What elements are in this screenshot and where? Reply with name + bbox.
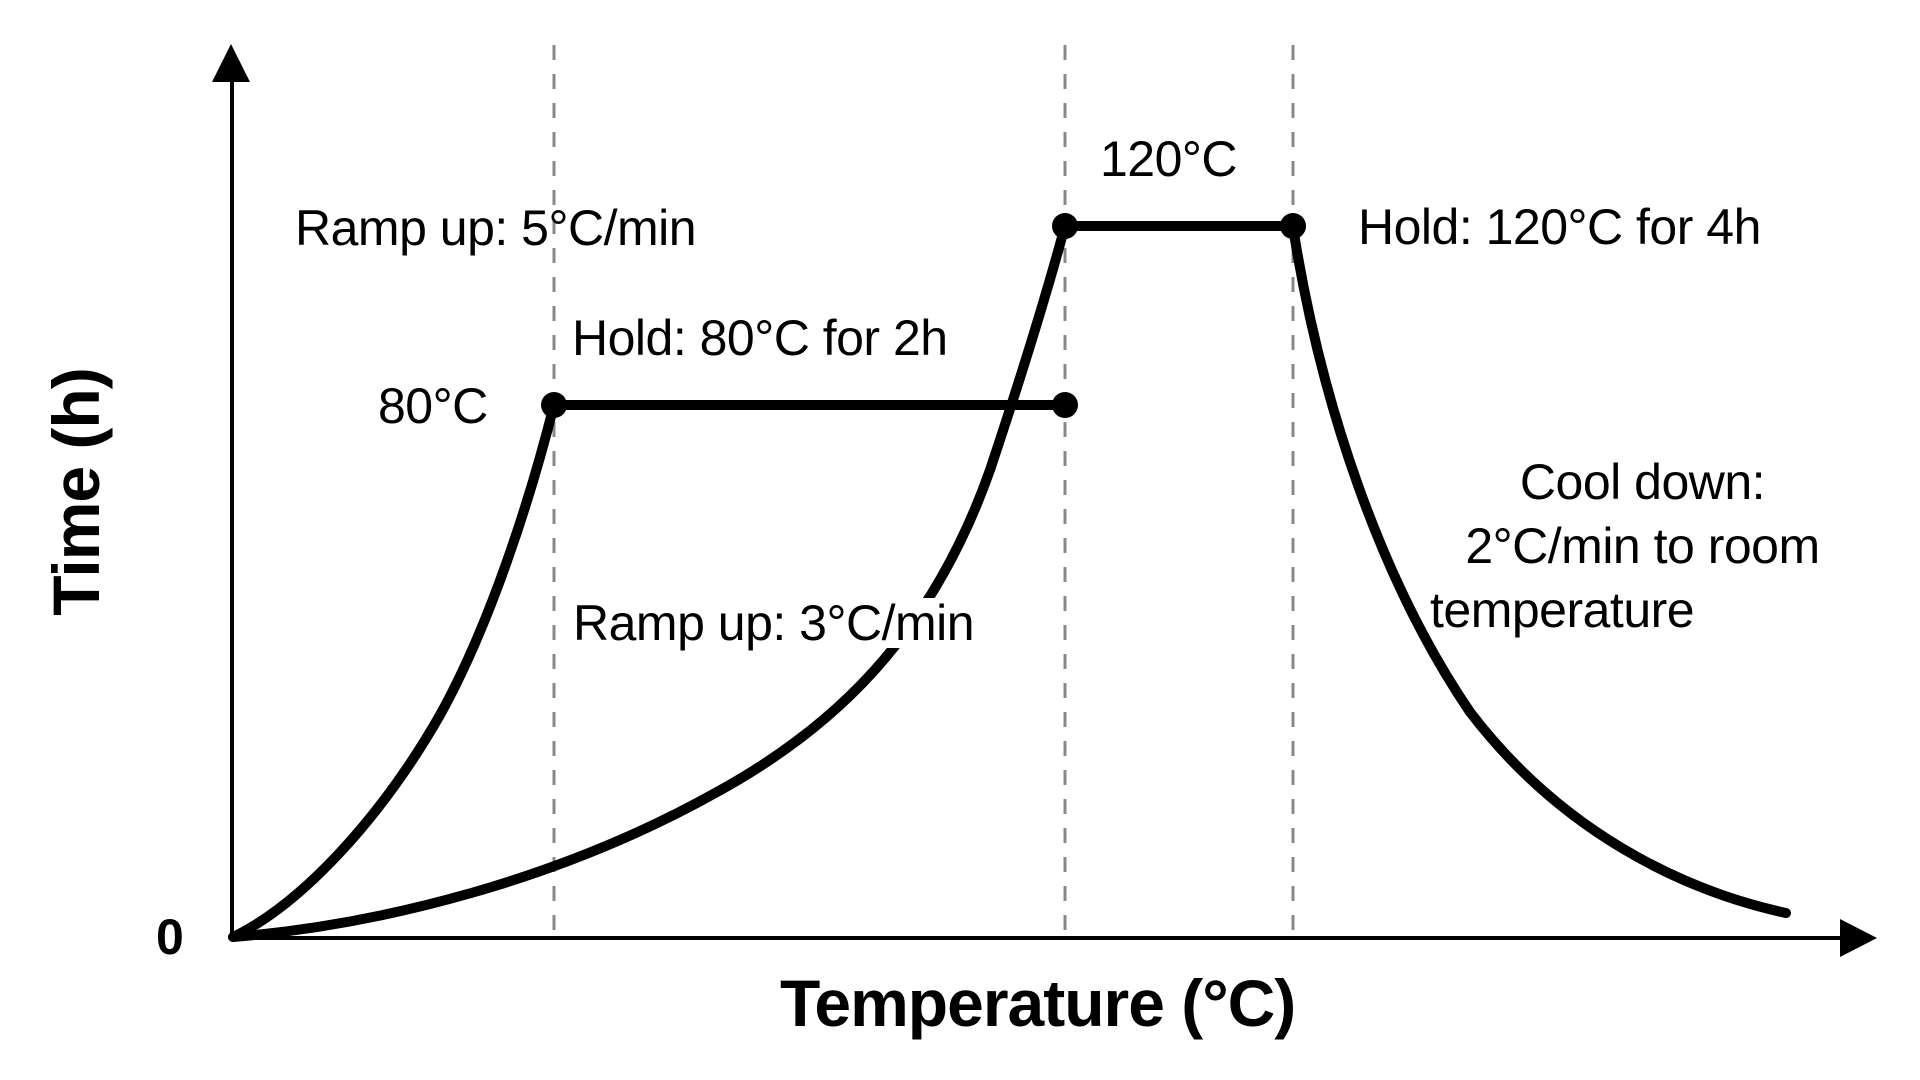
cool-down-label: Cool down: 2°C/min to room temperature: [1425, 450, 1860, 642]
y-axis-title: Time (h): [39, 368, 113, 616]
x-axis-arrow-icon: [1840, 919, 1877, 957]
point-120c-end: [1280, 213, 1306, 239]
cool-down-line-2: 2°C/min to room: [1465, 518, 1820, 574]
marker-120c-label: 120°C: [1100, 131, 1238, 187]
point-80c-start: [541, 392, 567, 418]
ramp-5c-label: Ramp up: 5°C/min: [295, 200, 697, 256]
hold-endpoints: [541, 213, 1306, 418]
ramp-3c-label: Ramp up: 3°C/min: [569, 598, 979, 648]
origin-label: 0: [156, 909, 184, 965]
ramp-3c-curve: [228, 221, 1070, 942]
cool-down-line-1: Cool down:: [1519, 454, 1766, 510]
cool-down-line-3: temperature: [1430, 582, 1695, 638]
point-80c-end: [1052, 392, 1078, 418]
cool-down-curve: [1288, 222, 1791, 918]
x-axis-title: Temperature (°C): [780, 966, 1296, 1040]
y-axis-arrow-icon: [212, 44, 250, 82]
axes: [212, 44, 1877, 957]
ramp-5c-curve: [228, 400, 559, 942]
guide-lines: [552, 45, 1295, 935]
hold-120c-label: Hold: 120°C for 4h: [1358, 199, 1761, 255]
point-120c-start: [1052, 213, 1078, 239]
marker-80c-label: 80°C: [378, 378, 488, 434]
hold-80c-label: Hold: 80°C for 2h: [572, 310, 948, 366]
